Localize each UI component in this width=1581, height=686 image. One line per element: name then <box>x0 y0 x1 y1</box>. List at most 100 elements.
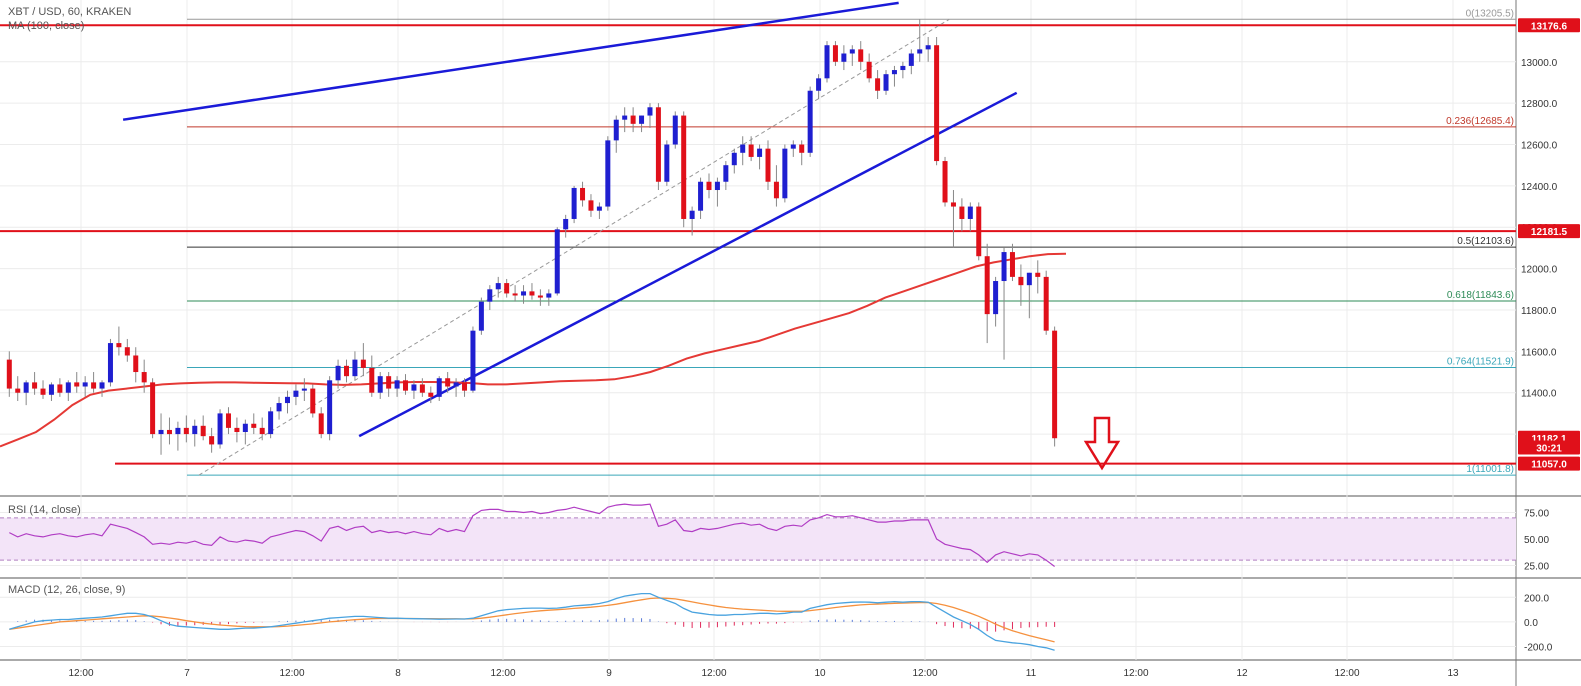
time-tick-label: 13 <box>1447 668 1459 679</box>
price-axis[interactable]: 11200.011400.011600.011800.012000.012200… <box>1521 58 1558 654</box>
candle-body <box>765 148 771 182</box>
candle-body <box>976 206 982 257</box>
price-tick-label: 12000.0 <box>1521 265 1558 276</box>
candle-body <box>723 165 729 182</box>
price-tick-label: 12600.0 <box>1521 141 1558 152</box>
candle-body <box>816 78 822 91</box>
candle-body <box>192 425 198 435</box>
candle-body <box>613 119 619 141</box>
time-axis[interactable]: 12:00 7 12:00 8 12:00 9 12:00 10 12:00 11 12:00 12 1… <box>68 668 1459 679</box>
candle-body <box>344 365 349 377</box>
price-tick-label: 11600.0 <box>1521 347 1557 358</box>
candle-body <box>925 45 931 50</box>
candle-body <box>521 291 527 296</box>
candle-body <box>57 384 63 393</box>
candle-body <box>293 390 299 397</box>
candle-body <box>327 380 333 435</box>
fib-diagonal-line <box>198 18 950 476</box>
rsi-indicator-label: RSI (14, close) <box>8 504 81 516</box>
candle-body <box>1009 252 1015 277</box>
fib-level-label: 0.236(12685.4) <box>1446 116 1514 127</box>
candle-body <box>647 107 653 116</box>
candle-body <box>124 347 130 356</box>
candle-body <box>967 206 973 219</box>
candle-body <box>428 392 434 397</box>
candle-body <box>411 384 417 391</box>
candle-body <box>942 161 948 203</box>
candle-body <box>824 45 830 79</box>
candle-body <box>419 384 425 393</box>
candle-body <box>116 343 122 348</box>
candle-body <box>487 289 493 302</box>
candle-body <box>807 90 813 153</box>
candle-body <box>984 256 990 315</box>
candle-body <box>504 283 510 294</box>
candle-body <box>1018 276 1024 286</box>
trend-drawings <box>122 1 1121 476</box>
candle-body <box>377 376 383 393</box>
candle-body <box>714 181 720 191</box>
candle-body <box>99 382 105 389</box>
candle-body <box>630 115 636 124</box>
time-tick-label: 12:00 <box>912 668 937 679</box>
rsi-tick-label: 25.00 <box>1524 561 1549 572</box>
candle-body <box>639 115 645 124</box>
macd-line <box>9 592 1055 651</box>
candle-body <box>782 148 788 199</box>
price-tags: 13176.6 12181.5 11182.130:21 11057.0 <box>1518 18 1580 471</box>
candle-body <box>554 229 560 294</box>
candle-body <box>462 382 468 391</box>
candle-body <box>360 359 366 368</box>
time-tick-label: 9 <box>606 668 612 679</box>
candle-body <box>917 49 923 54</box>
candle-body <box>74 382 80 387</box>
candle-body <box>790 144 796 149</box>
candle-body <box>832 45 838 62</box>
candle-body <box>698 181 704 211</box>
candle-body <box>284 396 290 404</box>
price-tag-box <box>1518 224 1580 239</box>
candle-body <box>301 388 307 391</box>
candle-body <box>166 429 172 435</box>
time-tick-label: 12:00 <box>490 668 515 679</box>
candle-body <box>6 359 12 389</box>
ma-100-line <box>0 252 1067 448</box>
candle-body <box>403 380 409 391</box>
time-tick-label: 7 <box>184 668 190 679</box>
candle-body <box>950 202 956 207</box>
candle-body <box>251 423 257 428</box>
candle-body <box>664 144 670 182</box>
rsi-tick-label: 75.00 <box>1524 509 1549 520</box>
price-levels: 0(13205.5) 0.236(12685.4) 0.5(12103.6) 0.61… <box>0 8 1516 476</box>
rsi-pane <box>9 503 1055 567</box>
price-tick-label: 11800.0 <box>1521 306 1557 317</box>
candle-body <box>571 187 577 219</box>
candle-body <box>310 388 316 414</box>
macd-pane <box>9 592 1056 651</box>
time-tick-label: 12:00 <box>279 668 304 679</box>
candle-body <box>1026 272 1032 286</box>
time-tick-label: 11 <box>1026 668 1037 679</box>
candle-body <box>512 293 518 296</box>
candle-body <box>183 427 189 435</box>
candle-body <box>773 181 779 199</box>
candle-body <box>478 301 484 331</box>
candle-body <box>209 436 215 445</box>
channel-lower-trendline <box>358 91 1018 438</box>
candle-body <box>622 115 628 120</box>
candle-body <box>470 330 476 391</box>
candle-body <box>495 283 501 290</box>
macd-signal-line <box>9 597 1055 643</box>
candle-body <box>875 78 881 91</box>
down-arrow-icon <box>1083 416 1121 471</box>
time-tick-label: 8 <box>395 668 401 679</box>
candle-body <box>672 115 678 145</box>
time-tick-label: 12 <box>1236 668 1248 679</box>
candlesticks <box>6 19 1058 455</box>
time-tick-label: 10 <box>814 668 826 679</box>
candle-body <box>276 403 282 412</box>
candle-body <box>48 384 54 395</box>
candle-body <box>352 359 358 377</box>
fib-level-label: 1(11001.8) <box>1466 464 1514 475</box>
